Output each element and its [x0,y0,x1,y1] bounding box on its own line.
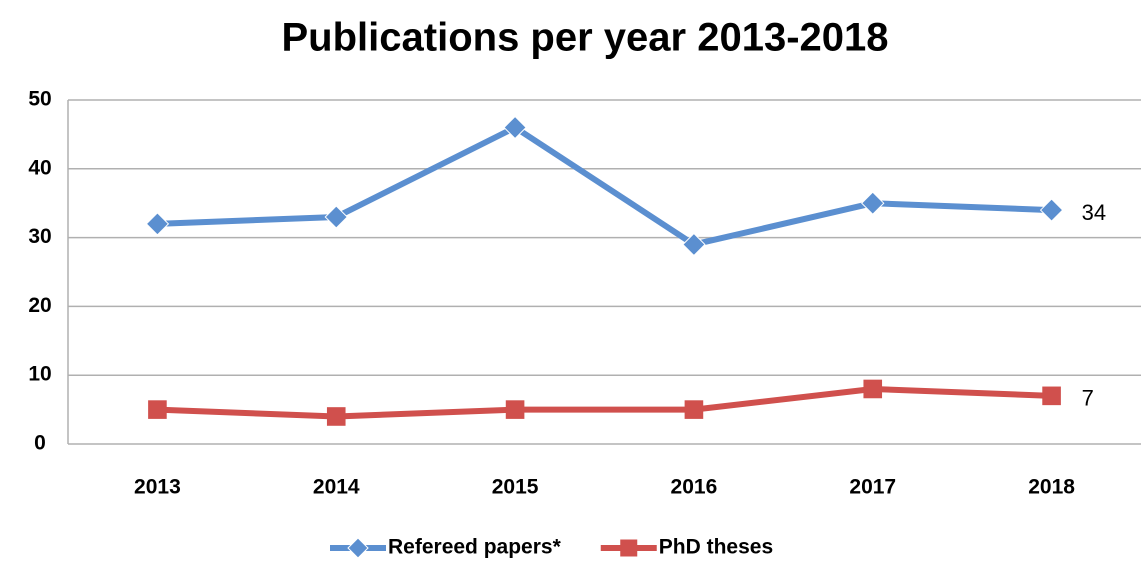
data-label: 34 [1082,200,1106,225]
data-point [684,400,704,419]
data-point [145,212,170,236]
data-label: 7 [1082,386,1094,411]
legend-marker [620,539,638,557]
legend-label: PhD theses [659,536,773,559]
data-point [326,407,346,426]
x-tick-label: 2013 [134,476,181,499]
data-point [1042,386,1061,406]
legend-marker [347,537,369,559]
y-tick-label: 30 [28,225,51,248]
y-tick-label: 10 [28,363,51,386]
data-point [148,400,167,419]
data-point [861,191,885,215]
data-point [505,400,525,419]
data-point [682,232,706,257]
y-tick-label: 0 [34,432,46,455]
y-tick-label: 20 [28,294,51,317]
x-tick-label: 2018 [1028,476,1075,499]
data-point [503,115,527,140]
series-line [157,124,1052,248]
data-point [1039,198,1064,222]
x-tick-label: 2015 [492,476,539,499]
x-tick-label: 2017 [849,476,896,499]
series-line [157,385,1052,420]
x-tick-label: 2014 [313,476,360,499]
data-point [863,379,883,399]
data-point [324,205,348,229]
chart-title: Publications per year 2013-2018 [282,16,889,60]
legend-label: Refereed papers* [388,536,562,559]
x-tick-label: 2016 [671,476,718,499]
y-tick-label: 40 [28,156,51,179]
y-tick-label: 50 [28,88,51,111]
